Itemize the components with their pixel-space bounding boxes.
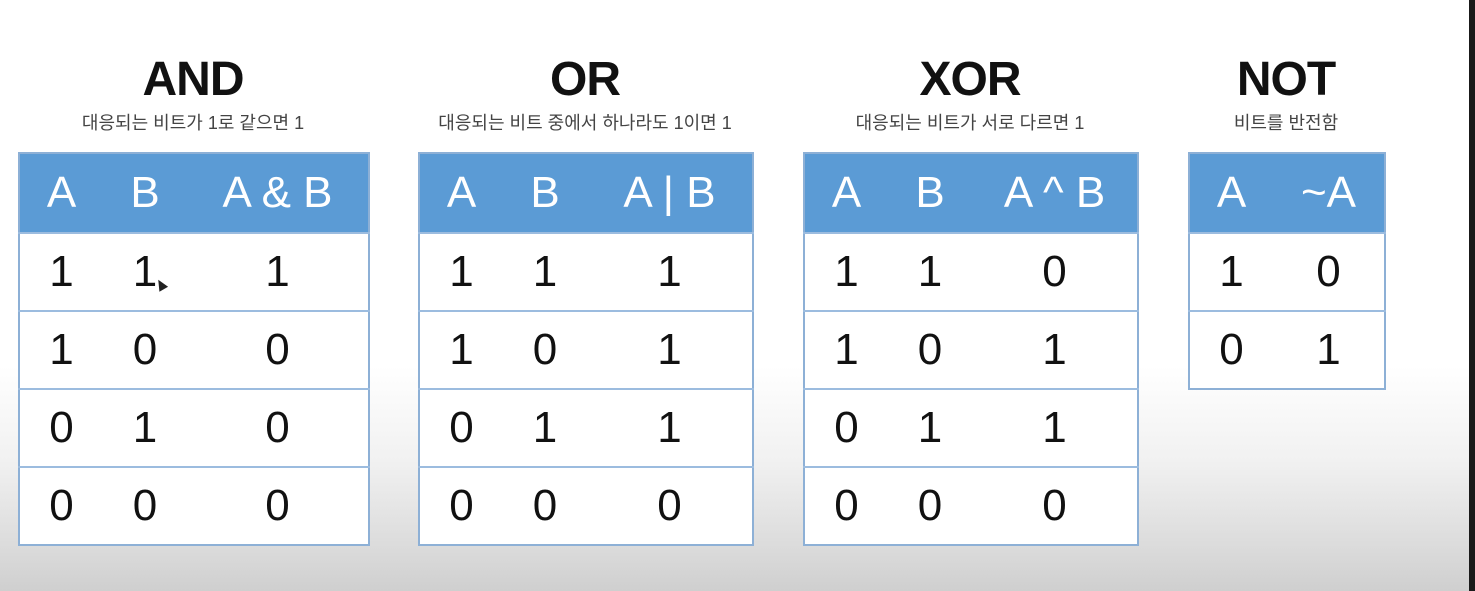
xor-truth-table: A B A ^ B 1 1 0 1 0 1 0 1 1 0 0 0 <box>803 152 1139 546</box>
right-edge-bar <box>1469 0 1475 591</box>
table-row: 0 0 0 <box>804 466 1138 545</box>
not-truth-table: A ~A 1 0 0 1 <box>1188 152 1386 390</box>
table-cell: 1 <box>187 232 369 311</box>
header-cell: A & B <box>187 153 369 233</box>
header-cell: B <box>888 153 972 233</box>
table-header-row: A B A ^ B <box>804 153 1138 233</box>
table-cell: 0 <box>103 310 187 389</box>
and-truth-table: A B A & B 1 1 1 1 0 0 0 1 0 0 0 0 <box>18 152 370 546</box>
or-subtitle: 대응되는 비트 중에서 하나라도 1이면 1 <box>438 113 732 133</box>
table-cell: 1 <box>1189 232 1273 311</box>
header-cell: A <box>19 153 103 233</box>
table-cell: 0 <box>419 466 503 545</box>
table-row: 0 0 0 <box>419 466 753 545</box>
table-cell: 1 <box>419 310 503 389</box>
table-cell: 0 <box>888 310 972 389</box>
table-row: 1 0 1 <box>804 310 1138 389</box>
table-cell: 1 <box>888 232 972 311</box>
xor-title: XOR <box>919 53 1021 106</box>
table-cell: 0 <box>1273 232 1385 311</box>
table-cell: 1 <box>503 388 587 467</box>
table-cell: 0 <box>972 466 1138 545</box>
table-cell: 1 <box>1273 310 1385 389</box>
header-cell: A <box>419 153 503 233</box>
header-cell: B <box>503 153 587 233</box>
table-cell: 0 <box>187 388 369 467</box>
table-header-row: A B A & B <box>19 153 369 233</box>
table-cell: 0 <box>587 466 753 545</box>
table-cell: 1 <box>972 388 1138 467</box>
table-row: 1 0 <box>1189 232 1385 311</box>
header-cell: A | B <box>587 153 753 233</box>
header-cell: A <box>804 153 888 233</box>
table-cell: 0 <box>187 310 369 389</box>
table-cell: 0 <box>187 466 369 545</box>
table-cell: 1 <box>103 388 187 467</box>
table-cell: 1 <box>19 310 103 389</box>
table-cell: 0 <box>503 310 587 389</box>
table-row: 1 1 0 <box>804 232 1138 311</box>
table-cell: 1 <box>888 388 972 467</box>
table-cell: 1 <box>587 232 753 311</box>
table-row: 0 0 0 <box>19 466 369 545</box>
table-cell: 0 <box>972 232 1138 311</box>
table-row: 1 1 1 <box>19 232 369 311</box>
table-cell: 1 <box>804 232 888 311</box>
not-subtitle: 비트를 반전함 <box>1233 113 1339 133</box>
table-cell: 0 <box>503 466 587 545</box>
table-row: 0 1 <box>1189 310 1385 389</box>
table-cell: 0 <box>103 466 187 545</box>
table-cell: 0 <box>888 466 972 545</box>
table-cell: 1 <box>419 232 503 311</box>
and-subtitle: 대응되는 비트가 1로 같으면 1 <box>81 113 305 133</box>
table-cell: 0 <box>804 388 888 467</box>
table-cell: 1 <box>503 232 587 311</box>
header-cell: ~A <box>1273 153 1385 233</box>
table-header-row: A ~A <box>1189 153 1385 233</box>
table-row: 0 1 1 <box>804 388 1138 467</box>
table-header-row: A B A | B <box>419 153 753 233</box>
table-cell: 1 <box>587 310 753 389</box>
table-row: 0 1 0 <box>19 388 369 467</box>
table-cell: 1 <box>587 388 753 467</box>
table-cell: 0 <box>419 388 503 467</box>
header-cell: A <box>1189 153 1273 233</box>
table-cell: 0 <box>19 466 103 545</box>
table-row: 1 0 0 <box>19 310 369 389</box>
table-cell: 0 <box>1189 310 1273 389</box>
table-cell: 1 <box>804 310 888 389</box>
table-cell: 1 <box>103 232 187 311</box>
header-cell: A ^ B <box>972 153 1138 233</box>
table-row: 1 1 1 <box>419 232 753 311</box>
table-cell: 1 <box>972 310 1138 389</box>
or-truth-table: A B A | B 1 1 1 1 0 1 0 1 1 0 0 0 <box>418 152 754 546</box>
or-title: OR <box>550 53 621 106</box>
table-row: 0 1 1 <box>419 388 753 467</box>
table-cell: 1 <box>19 232 103 311</box>
table-cell: 0 <box>804 466 888 545</box>
table-cell: 0 <box>19 388 103 467</box>
not-title: NOT <box>1236 53 1336 106</box>
and-title: AND <box>142 53 245 106</box>
table-row: 1 0 1 <box>419 310 753 389</box>
xor-subtitle: 대응되는 비트가 서로 다르면 1 <box>855 113 1085 133</box>
header-cell: B <box>103 153 187 233</box>
